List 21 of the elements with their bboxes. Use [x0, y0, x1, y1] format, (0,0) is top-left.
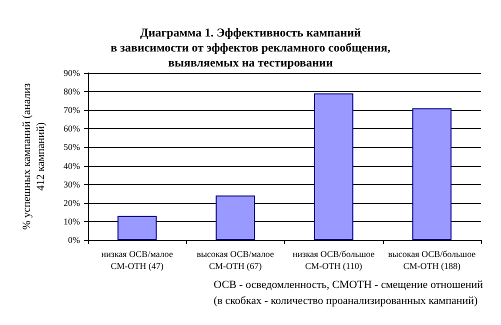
- x-tick-label: высокая ОСВ/большое СМ-ОТН (188): [388, 249, 476, 271]
- y-tick-label: 60%: [64, 124, 80, 134]
- y-tick-label: 90%: [64, 68, 80, 78]
- y-tick-label: 0%: [68, 235, 80, 245]
- x-tick-label: низкая ОСВ/малое СМ-ОТН (47): [101, 249, 173, 271]
- x-tick-label: высокая ОСВ/малое СМ-ОТН (67): [196, 249, 274, 271]
- text: ОСВ - осведомленность, СМОТН - смещение отношений (в скобках - количество проанализированных кампаний): [214, 279, 484, 307]
- bar: [314, 93, 354, 240]
- chart-title: Диаграмма 1. Эффективность кампаний в зависимости от эффектов рекламного сообщения, выявляемых на тестировании: [110, 26, 390, 70]
- bar: [412, 108, 452, 240]
- bar: [117, 216, 157, 240]
- y-tick-label: 40%: [64, 160, 80, 171]
- bar: [216, 195, 256, 240]
- x-tick-label: низкая ОСВ/большое СМ-ОТН (110): [292, 249, 375, 271]
- y-tick-label: 70%: [64, 105, 80, 116]
- y-axis-title: % успешных кампаний (анализ 412 кампаний): [21, 83, 47, 230]
- y-tick-label: 10%: [64, 216, 80, 226]
- y-tick-label: 80%: [64, 86, 80, 97]
- y-tick-label: 50%: [64, 142, 80, 152]
- y-tick-label: 20%: [64, 198, 80, 208]
- y-tick-label: 30%: [64, 179, 80, 190]
